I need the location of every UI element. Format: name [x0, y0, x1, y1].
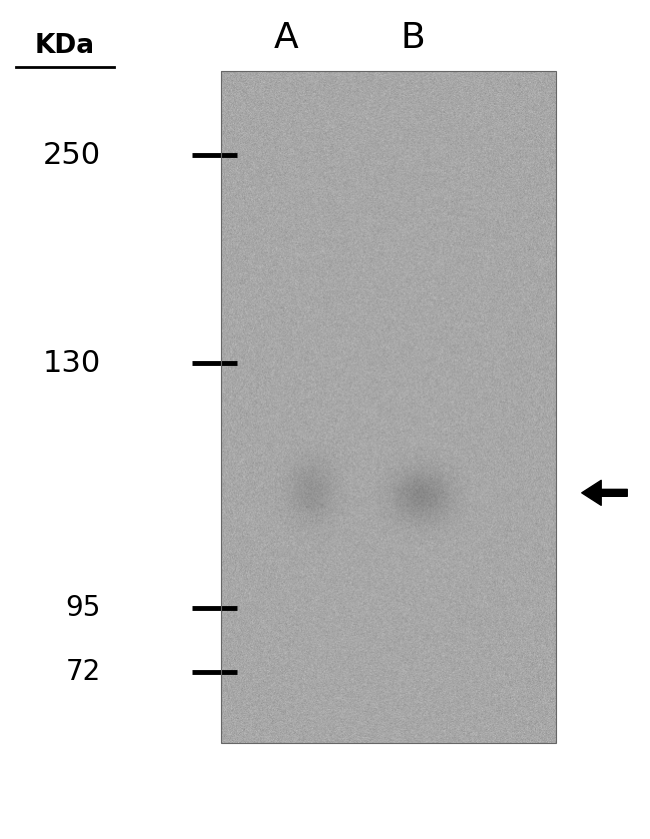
- Text: 72: 72: [66, 658, 101, 686]
- Text: A: A: [274, 21, 298, 55]
- Bar: [221, 71, 556, 743]
- Text: B: B: [400, 21, 425, 55]
- Text: KDa: KDa: [35, 34, 95, 59]
- Text: 95: 95: [66, 594, 101, 623]
- Text: 130: 130: [42, 349, 101, 378]
- Text: 250: 250: [43, 141, 101, 169]
